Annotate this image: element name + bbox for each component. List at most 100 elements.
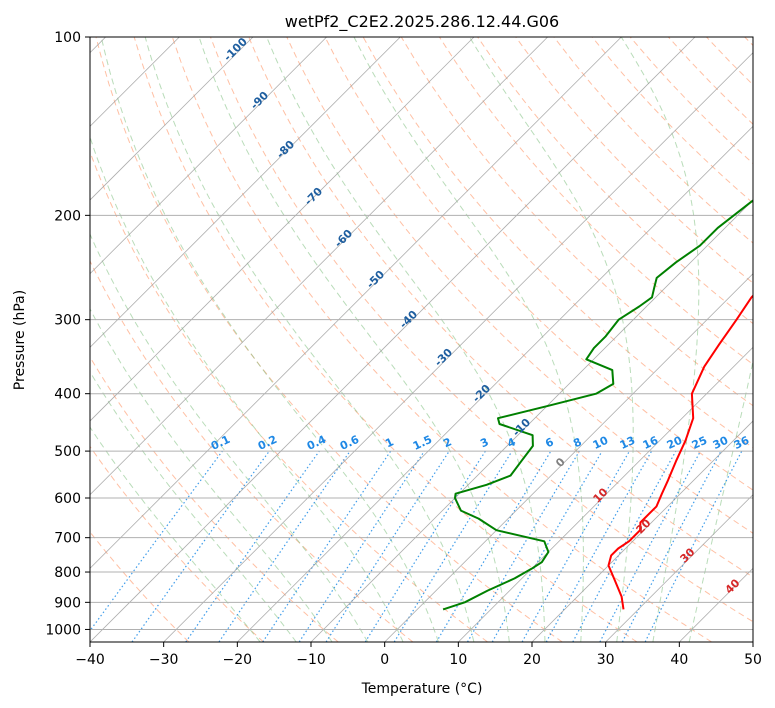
dry-adiabat-label: 40 — [723, 576, 743, 596]
isotherm-line — [163, 52, 753, 642]
dry-adiabat-line — [248, 37, 753, 578]
y-tick-label: 500 — [54, 444, 81, 460]
mixing-ratio-label: 3 — [478, 435, 490, 450]
y-tick-label: 700 — [54, 531, 81, 547]
mixing-ratio-line — [298, 450, 425, 642]
y-tick-label: 600 — [54, 491, 81, 507]
y-tick-label: 300 — [54, 313, 81, 329]
mixing-ratio-label: 10 — [591, 434, 611, 452]
moist-adiabat-line — [266, 37, 546, 642]
y-axis-ticks: 100 200 300 400 500 600 700 800 900 1000 — [45, 30, 90, 638]
dry-adiabat-line — [706, 37, 753, 86]
dry-adiabat-line — [286, 37, 753, 534]
background-lines — [90, 37, 753, 642]
dry-adiabat-line — [90, 445, 264, 642]
mixing-ratio-line — [325, 450, 450, 642]
dry-adiabat-line — [90, 150, 488, 642]
temperature-profile-line — [607, 294, 753, 610]
mixing-ratio-label: 30 — [711, 434, 731, 452]
dry-adiabat-line — [210, 37, 753, 623]
mixing-ratio-line — [90, 450, 223, 632]
isotherm-line — [237, 125, 753, 642]
moist-adiabat-line — [469, 37, 634, 642]
chart-title: wetPf2_C2E2.2025.286.12.44.G06 — [285, 12, 559, 32]
moist-adiabat-line — [144, 37, 475, 642]
moist-adiabat-line — [90, 135, 404, 642]
mixing-ratio-label: 8 — [571, 435, 583, 450]
x-tick-label: −40 — [75, 652, 105, 668]
mixing-ratio-label: 1 — [383, 435, 395, 450]
dry-adiabat-line — [133, 37, 638, 642]
isotherm-line — [90, 37, 548, 496]
pressure-grid — [90, 36, 753, 630]
x-axis-ticks: −40 −30 −20 −10 0 10 20 30 40 50 — [75, 642, 762, 668]
dry-adiabat-label: -90 — [248, 89, 271, 112]
isotherm-line — [310, 199, 753, 642]
dry-adiabat-line — [95, 37, 563, 642]
dry-adiabat-label: -50 — [364, 268, 387, 291]
dry-adiabat-line — [553, 37, 753, 244]
mixing-ratio-line — [644, 450, 743, 642]
x-axis-label: Temperature (°C) — [361, 681, 483, 697]
isotherm-line — [90, 37, 475, 422]
x-tick-label: 10 — [449, 652, 467, 668]
dry-adiabat-line — [515, 37, 753, 284]
dewpoint-profile-line — [442, 199, 753, 611]
dry-adiabat-label: -70 — [302, 185, 325, 208]
moist-adiabat-line — [620, 37, 700, 642]
mixing-ratio-label: 0.1 — [209, 433, 232, 453]
dry-adiabat-label: -40 — [397, 308, 420, 331]
mixing-ratio-label: 6 — [543, 435, 556, 450]
dry-adiabat-label: 10 — [591, 485, 611, 505]
isotherm-line — [90, 37, 622, 569]
y-tick-label: 100 — [54, 30, 81, 46]
mixing-ratio-label: 13 — [618, 434, 637, 452]
y-axis-label: Pressure (hPa) — [12, 290, 28, 390]
x-tick-label: 0 — [380, 652, 389, 668]
moist-adiabat-label: 0 — [553, 455, 568, 470]
mixing-ratio-line — [572, 450, 677, 642]
x-tick-label: −20 — [223, 652, 253, 668]
dry-adiabat-label: -60 — [332, 227, 355, 250]
isotherm-line — [90, 37, 254, 201]
isotherm-line — [605, 494, 753, 642]
moist-adiabat-line — [90, 426, 261, 642]
dry-adiabat-label: -10 — [510, 416, 533, 439]
moist-adiabat-line — [353, 37, 584, 642]
isotherm-line — [458, 346, 753, 642]
dry-adiabat-line — [324, 37, 753, 491]
isotherm-line — [531, 420, 753, 642]
isotherm-line — [90, 37, 327, 275]
mixing-ratio-line — [185, 450, 320, 642]
mixing-ratio-label: 0.2 — [256, 433, 279, 453]
moist-adiabat-line — [198, 37, 510, 642]
line-labels: -100-90-80-70-60-50-40-30-20-10102030400… — [209, 35, 752, 597]
y-tick-label: 900 — [54, 595, 81, 611]
x-tick-label: 30 — [597, 652, 615, 668]
mixing-ratio-label: 0.4 — [305, 433, 328, 453]
dry-adiabat-label: -100 — [221, 35, 250, 64]
x-tick-label: −10 — [296, 652, 326, 668]
mixing-ratio-label: 0.6 — [338, 433, 361, 453]
isotherm-line — [90, 37, 696, 642]
y-tick-label: 1000 — [45, 622, 81, 638]
dry-adiabat-label: -30 — [432, 346, 455, 369]
x-tick-label: 50 — [744, 652, 762, 668]
dry-adiabat-label: 30 — [678, 545, 698, 565]
x-tick-label: 20 — [523, 652, 541, 668]
mixing-ratio-label: 20 — [665, 434, 685, 452]
mixing-ratio-label: 1.5 — [411, 433, 434, 453]
plot-frame — [89, 36, 754, 643]
mixing-ratio-line — [131, 450, 270, 642]
mixing-ratio-line — [364, 450, 486, 642]
mixing-ratio-label: 36 — [732, 434, 752, 452]
moist-adiabat-line — [90, 308, 333, 642]
y-tick-label: 200 — [54, 208, 81, 224]
dry-adiabat-line — [90, 259, 414, 642]
x-tick-label: 40 — [670, 652, 688, 668]
isotherm-line — [90, 37, 401, 348]
dry-adiabat-line — [90, 531, 190, 642]
moist-adiabat-line — [90, 370, 297, 642]
mixing-ratio-line — [545, 450, 653, 642]
